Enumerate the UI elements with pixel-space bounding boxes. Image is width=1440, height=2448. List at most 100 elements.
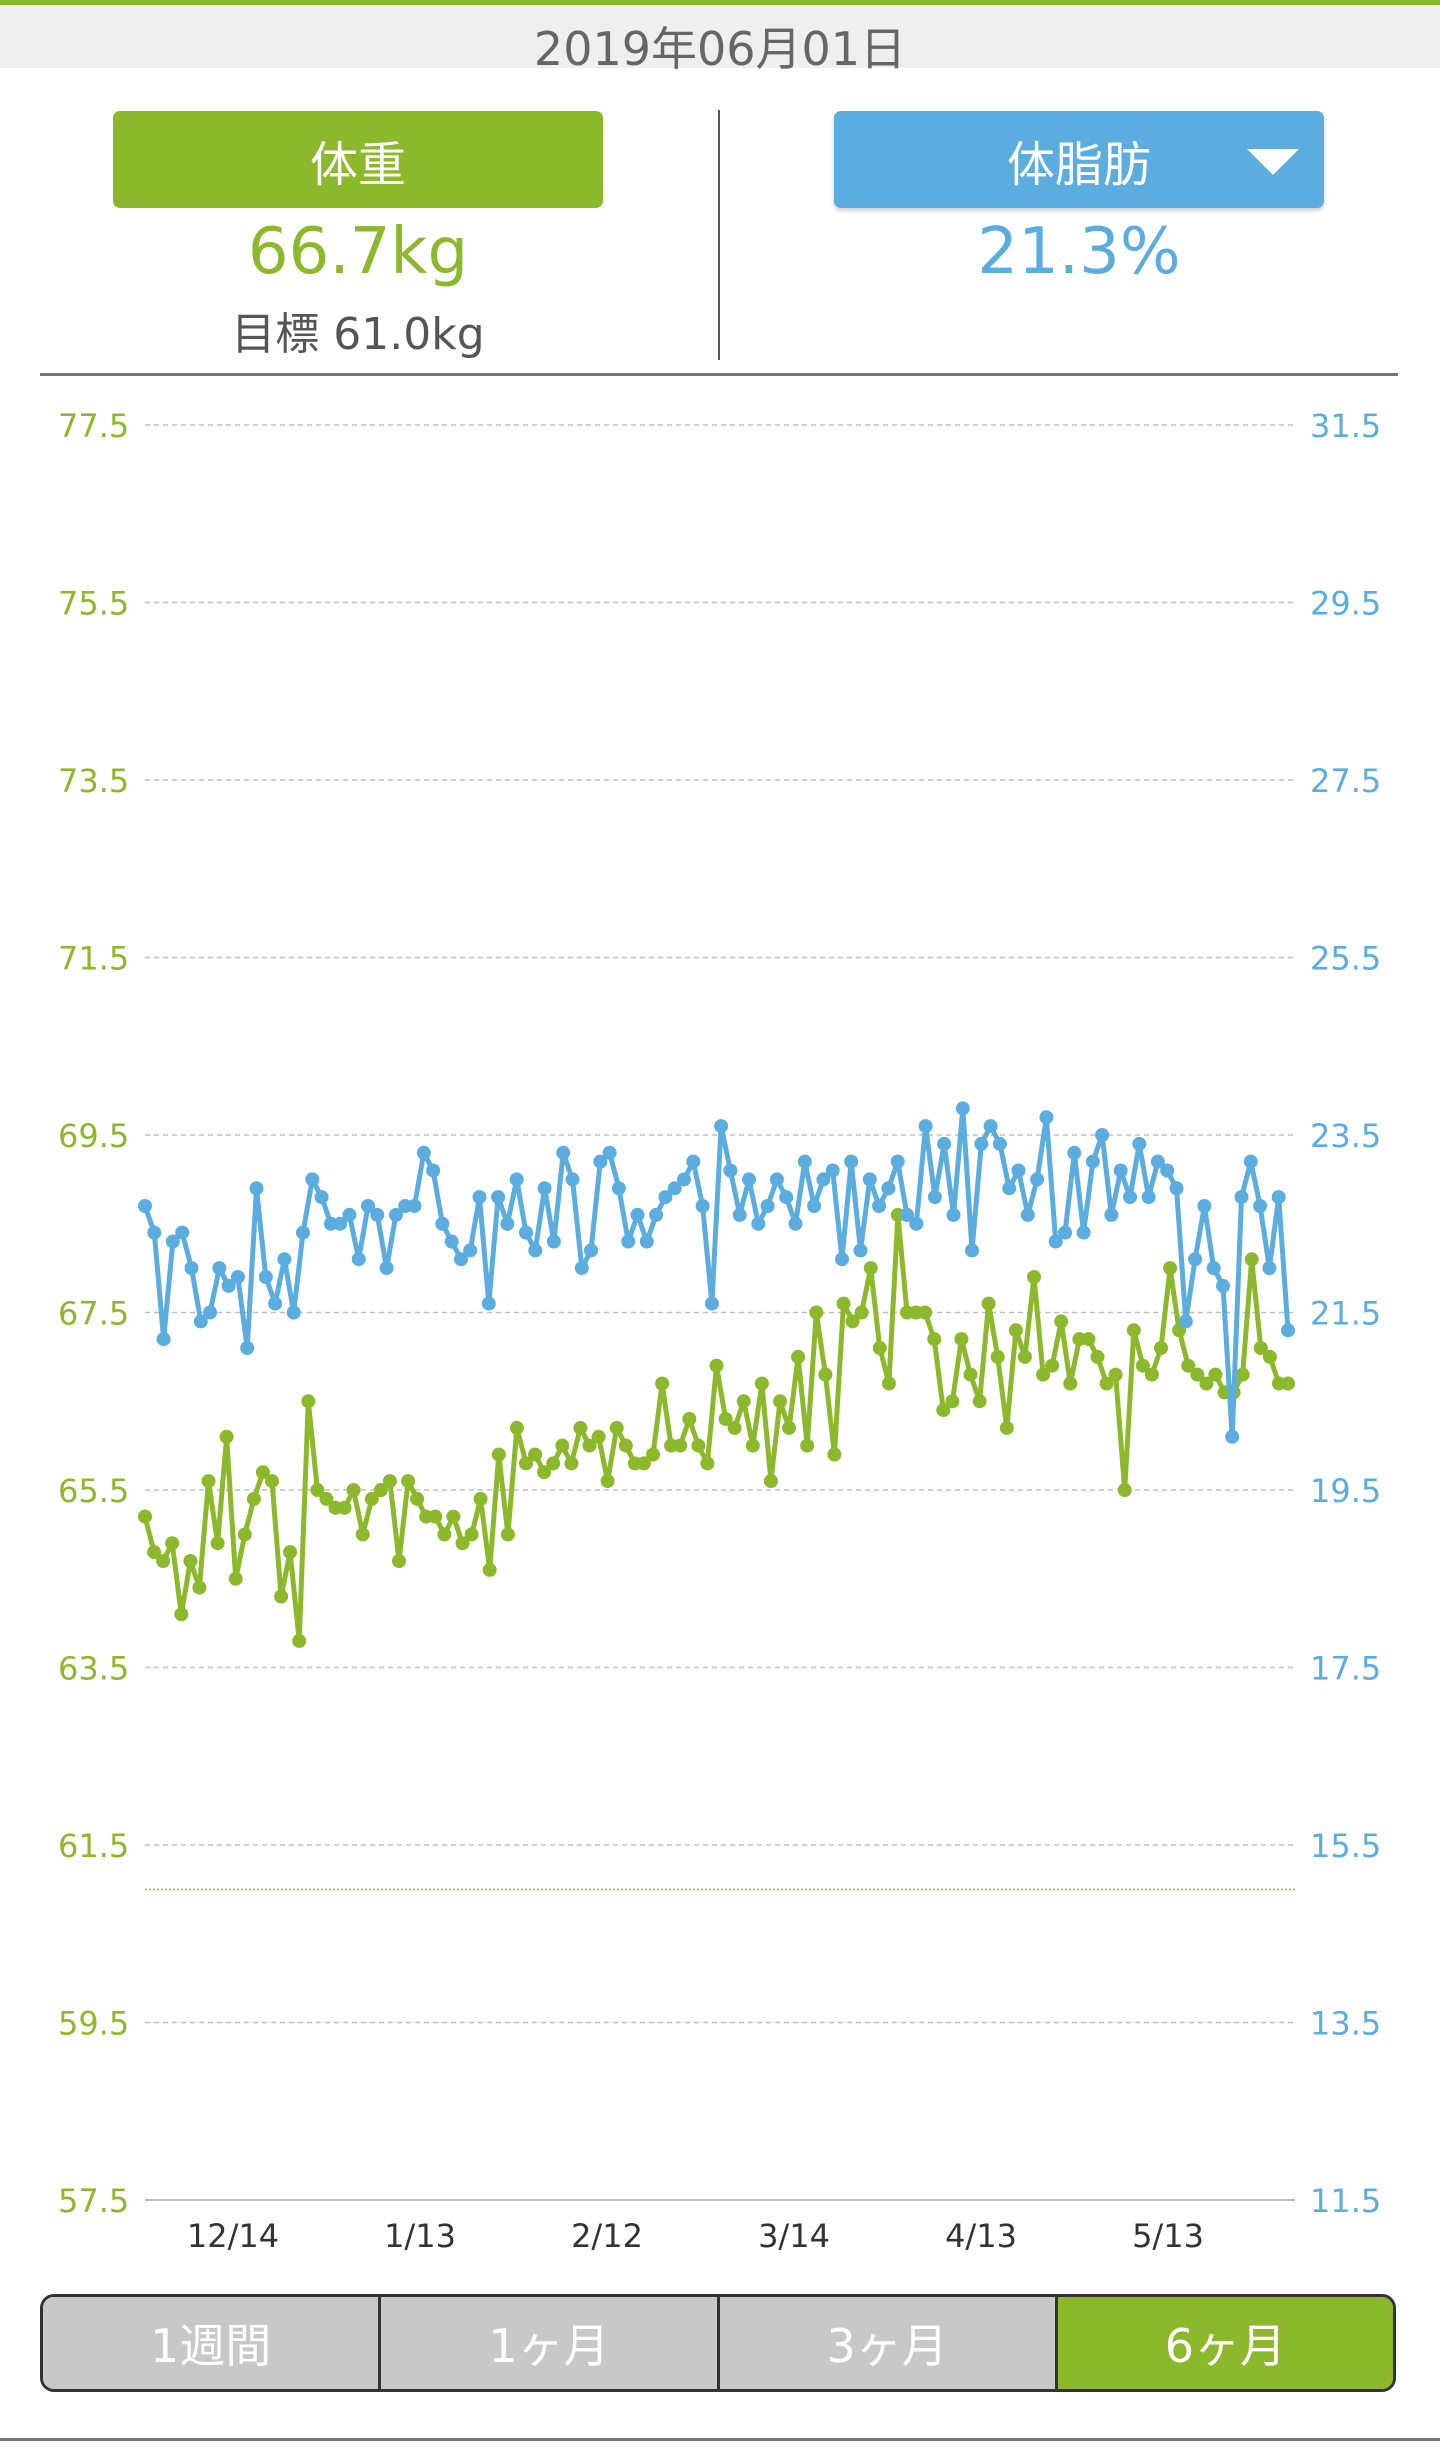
bodyfat-data-point: [714, 1119, 729, 1134]
weight-data-point: [990, 1349, 1005, 1364]
weight-data-point: [192, 1580, 207, 1595]
weight-data-point: [1208, 1367, 1223, 1382]
bodyfat-data-point: [611, 1181, 626, 1196]
bodyfat-data-point: [649, 1207, 664, 1222]
weight-data-point: [1081, 1332, 1096, 1347]
bodyfat-data-point: [825, 1163, 840, 1178]
x-axis-tick-label: 12/14: [187, 2217, 279, 2255]
bodyfat-data-point: [333, 1216, 348, 1231]
bodyfat-data-point: [500, 1216, 515, 1231]
right-axis-tick-label: 15.5: [1310, 1827, 1381, 1865]
weight-data-point: [754, 1376, 769, 1391]
weight-data-point: [782, 1420, 797, 1435]
weight-data-point: [646, 1447, 660, 1462]
left-axis-tick-label: 65.5: [58, 1472, 129, 1510]
date-label[interactable]: 2019年06月01日: [533, 22, 907, 76]
weight-data-point: [310, 1483, 325, 1497]
trend-chart[interactable]: 77.5 31.5 75.5 29.5 73.5 27.5 71.5 25.5 69.5 23.5…: [0, 380, 1440, 2255]
weight-data-point: [346, 1483, 361, 1497]
weight-data-point: [718, 1412, 733, 1426]
weight-data-point: [582, 1438, 597, 1453]
bodyfat-data-point: [704, 1296, 719, 1311]
weight-data-point: [373, 1483, 388, 1497]
weight-data-point: [255, 1465, 270, 1480]
weight-data-point: [1090, 1349, 1105, 1364]
bodyfat-data-point: [1076, 1225, 1091, 1240]
right-axis-tick-label: 27.5: [1310, 762, 1381, 800]
bodyfat-data-point: [537, 1181, 552, 1196]
bodyfat-data-point: [1150, 1154, 1165, 1169]
weight-data-point: [437, 1527, 452, 1542]
bodyfat-metric-dropdown[interactable]: 体脂肪: [834, 111, 1324, 208]
weight-data-point: [537, 1465, 552, 1480]
bodyfat-data-point: [630, 1207, 645, 1222]
weight-data-point: [1027, 1270, 1041, 1284]
bodyfat-data-point: [602, 1145, 617, 1160]
bodyfat-data-point: [1067, 1145, 1082, 1160]
x-axis-tick-label: 5/13: [1132, 2217, 1204, 2255]
bodyfat-data-point: [184, 1261, 199, 1276]
weight-data-point: [1036, 1367, 1051, 1382]
weight-data-point: [954, 1332, 969, 1347]
weight-data-point: [1190, 1367, 1205, 1382]
bodyfat-data-point: [1206, 1261, 1221, 1276]
bodyfat-data-point: [909, 1216, 924, 1231]
x-axis-tick-label: 2/12: [571, 2217, 643, 2255]
bodyfat-data-point: [519, 1225, 533, 1240]
tab-1-week[interactable]: 1週間: [43, 2297, 382, 2389]
bodyfat-data-point: [732, 1207, 747, 1222]
weight-data-point: [237, 1527, 252, 1542]
bodyfat-data-point: [983, 1119, 998, 1134]
bodyfat-data-point: [1011, 1163, 1026, 1178]
weight-data-point: [428, 1509, 443, 1524]
weight-data-point: [382, 1474, 397, 1489]
bodyfat-data-point: [1243, 1154, 1258, 1169]
weight-data-point: [1199, 1376, 1214, 1391]
weight-data-point: [500, 1527, 515, 1542]
x-axis-tick-label: 1/13: [384, 2217, 456, 2255]
bodyfat-data-point: [1253, 1199, 1268, 1213]
bodyfat-data-point: [1085, 1154, 1100, 1169]
weight-data-point: [1126, 1323, 1141, 1338]
goal-weight-label: 目標 61.0kg: [231, 309, 485, 360]
weight-data-point: [446, 1509, 461, 1524]
bodyfat-data-point: [138, 1199, 152, 1213]
weight-data-point: [265, 1474, 279, 1489]
bodyfat-data-point: [565, 1172, 580, 1187]
bodyfat-data-point: [751, 1216, 766, 1231]
weight-data-point: [845, 1314, 860, 1329]
weight-data-point: [301, 1394, 316, 1409]
weight-data-point: [636, 1456, 651, 1471]
left-axis-tick-label: 71.5: [58, 940, 129, 978]
bodyfat-data-point: [695, 1199, 710, 1213]
bodyfat-data-point: [927, 1190, 942, 1205]
tab-1-month[interactable]: 1ヶ月: [381, 2297, 720, 2389]
weight-data-point: [509, 1420, 524, 1435]
weight-data-point: [1253, 1341, 1268, 1355]
bodyfat-data-point: [240, 1341, 255, 1355]
weight-data-point: [1181, 1358, 1196, 1373]
bodyfat-data-point: [742, 1172, 756, 1187]
weight-series-line: [142, 1212, 1288, 1644]
bodyfat-data-point: [351, 1252, 366, 1267]
bodyfat-data-point: [639, 1234, 654, 1249]
weight-data-point: [1008, 1323, 1023, 1338]
tab-6-months[interactable]: 6ヶ月: [1057, 2297, 1393, 2389]
bodyfat-button-label: 体脂肪: [1006, 136, 1151, 193]
weight-data-point: [727, 1420, 742, 1435]
weight-data-point: [219, 1429, 234, 1444]
right-axis-tick-label: 21.5: [1310, 1295, 1381, 1333]
right-axis-tick-label: 31.5: [1310, 407, 1381, 445]
weight-data-point: [319, 1491, 334, 1506]
bodyfat-data-point: [1169, 1181, 1184, 1196]
tab-3-months[interactable]: 3ヶ月: [719, 2297, 1058, 2389]
bodyfat-data-point: [212, 1261, 227, 1276]
bodyfat-data-point: [1271, 1190, 1286, 1205]
bodyfat-data-point: [667, 1181, 682, 1196]
weight-metric-button[interactable]: 体重: [113, 111, 603, 208]
bodyfat-data-point: [509, 1172, 524, 1187]
bodyfat-data-point: [1141, 1190, 1156, 1205]
weight-data-point: [809, 1305, 824, 1320]
weight-data-point: [573, 1420, 588, 1435]
bodyfat-data-point: [463, 1243, 478, 1258]
